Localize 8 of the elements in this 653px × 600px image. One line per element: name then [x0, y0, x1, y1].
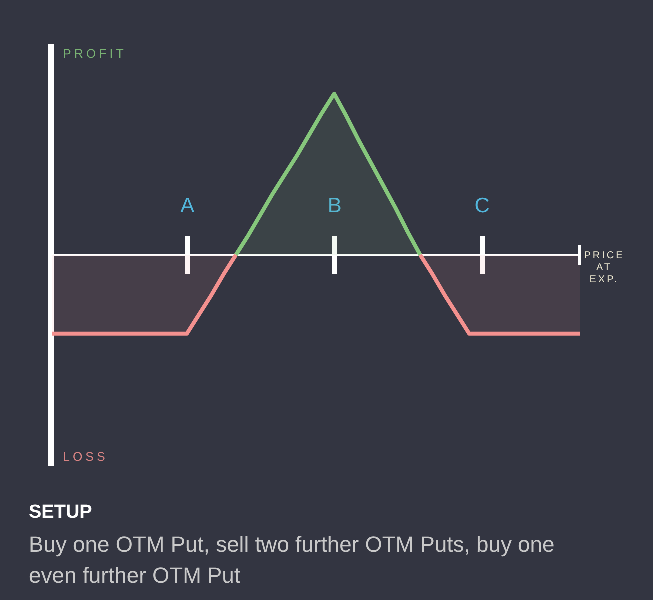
x-axis-title: PRICE AT EXP.: [584, 250, 625, 286]
text: Buy one OTM Put, sell two further OTM Puts, buy one even further OTM Put: [29, 531, 556, 590]
text: SETUP: [29, 502, 92, 524]
x-tick-label: C: [474, 194, 490, 218]
x-tick-label: A: [180, 194, 195, 218]
text: PROFIT: [63, 47, 127, 61]
x-tick-label: B: [328, 194, 342, 218]
text: LOSS: [63, 450, 108, 464]
